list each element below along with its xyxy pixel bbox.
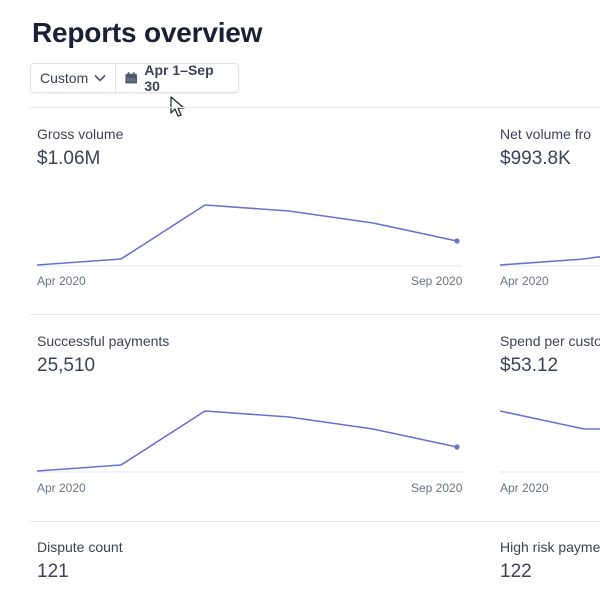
metric-value: $993.8K (500, 148, 571, 169)
x-axis-start-label: Apr 2020 (37, 481, 86, 495)
series-line (499, 255, 600, 266)
chevron-down-icon (94, 74, 106, 82)
metric-value: 25,510 (37, 355, 96, 376)
metric-card-spend-per-customer[interactable]: Spend per custo $53.12 (500, 333, 600, 377)
x-axis-end-label: Sep 2020 (411, 481, 463, 495)
metric-card-net-volume[interactable]: Net volume fro $993.8K (500, 126, 591, 170)
metric-card-dispute-count[interactable]: Dispute count 121 (37, 539, 123, 583)
line-chart-successful-payments (36, 410, 462, 473)
metric-title: Gross volume (37, 126, 124, 142)
x-axis-start-label: Apr 2020 (37, 274, 86, 288)
page-title: Reports overview (32, 17, 263, 48)
x-axis-start-label: Apr 2020 (500, 481, 549, 495)
last-point-marker (454, 444, 460, 450)
metric-title: Net volume fro (500, 126, 592, 142)
series-line (499, 410, 600, 430)
metric-value: 121 (37, 561, 69, 582)
section-divider (30, 314, 600, 315)
date-range-label: Apr 1–Sep 30 (144, 62, 214, 94)
metric-title: Successful payments (37, 333, 170, 349)
line-chart-gross-volume (36, 204, 462, 267)
section-divider (30, 107, 600, 108)
section-divider (30, 521, 600, 522)
calendar-icon (125, 72, 137, 84)
metric-card-gross-volume[interactable]: Gross volume $1.06M (37, 126, 123, 170)
mouse-pointer-icon (170, 96, 185, 117)
line-chart-net-volume (499, 255, 600, 267)
range-select[interactable]: Custom (31, 64, 116, 92)
date-filter-bar: Custom Apr 1–Sep 30 (30, 62, 239, 94)
metric-card-high-risk-payments[interactable]: High risk payme 122 (500, 539, 600, 583)
line-chart-spend-per-customer (499, 410, 600, 473)
date-range-button[interactable]: Apr 1–Sep 30 (116, 62, 238, 94)
metric-title: Dispute count (37, 539, 123, 555)
metric-value: $53.12 (500, 355, 559, 376)
metric-title: Spend per custo (500, 333, 600, 349)
series-line (36, 410, 458, 472)
metric-value: $1.06M (37, 148, 101, 169)
range-select-label: Custom (40, 70, 89, 86)
metric-value: 122 (500, 561, 532, 582)
series-line (36, 204, 458, 266)
x-axis-end-label: Sep 2020 (411, 274, 463, 288)
metric-card-successful-payments[interactable]: Successful payments 25,510 (37, 333, 169, 377)
metric-title: High risk payme (500, 539, 600, 555)
last-point-marker (454, 238, 460, 244)
x-axis-start-label: Apr 2020 (500, 274, 549, 288)
